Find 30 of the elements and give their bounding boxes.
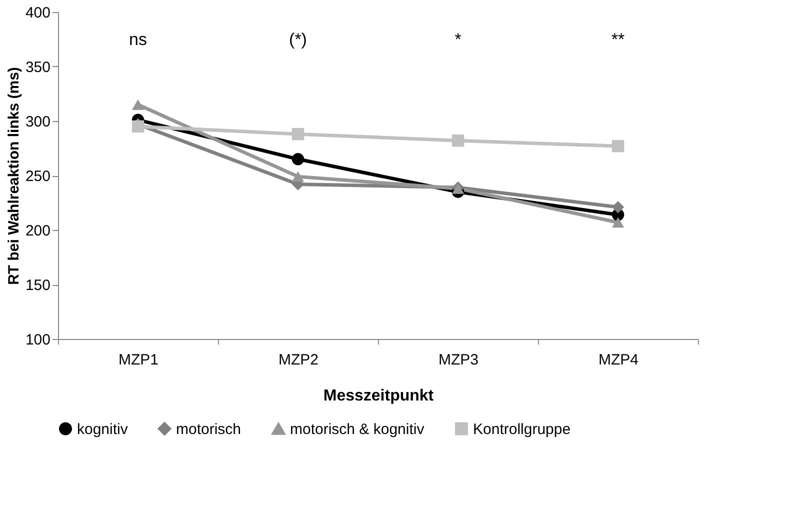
y-axis-title: RT bei Wahlreaktion links (ms) (5, 67, 22, 285)
legend-label: Kontrollgruppe (473, 420, 571, 438)
annotation: (*) (289, 30, 307, 49)
y-tick-label: 250 (25, 168, 50, 185)
annotation: * (454, 30, 462, 49)
point (292, 128, 304, 140)
point (132, 99, 144, 110)
annotation: ** (611, 30, 625, 49)
y-tick-label: 150 (25, 277, 50, 294)
legend-label: kognitiv (77, 420, 128, 438)
x-tick-label: MZP4 (598, 352, 639, 368)
legend-label: motorisch (176, 420, 242, 438)
point (132, 120, 144, 133)
point (292, 153, 304, 166)
point (612, 200, 624, 214)
y-tick-label: 100 (25, 332, 50, 348)
point (292, 171, 304, 182)
x-tick-label: MZP2 (278, 352, 319, 368)
x-tick-label: MZP1 (118, 352, 159, 368)
y-tick-label: 300 (25, 114, 50, 130)
y-tick-label: 200 (25, 222, 50, 240)
y-tick-label: 400 (25, 4, 50, 22)
point (612, 140, 624, 152)
annotation: ns (129, 30, 147, 49)
point (612, 217, 624, 228)
x-tick-label: MZP3 (438, 352, 479, 368)
y-tick-label: 350 (25, 59, 50, 76)
point (452, 134, 464, 147)
legend-label: motorisch & kognitiv (290, 421, 425, 438)
x-axis-title: Messzeitpunkt (323, 388, 434, 404)
